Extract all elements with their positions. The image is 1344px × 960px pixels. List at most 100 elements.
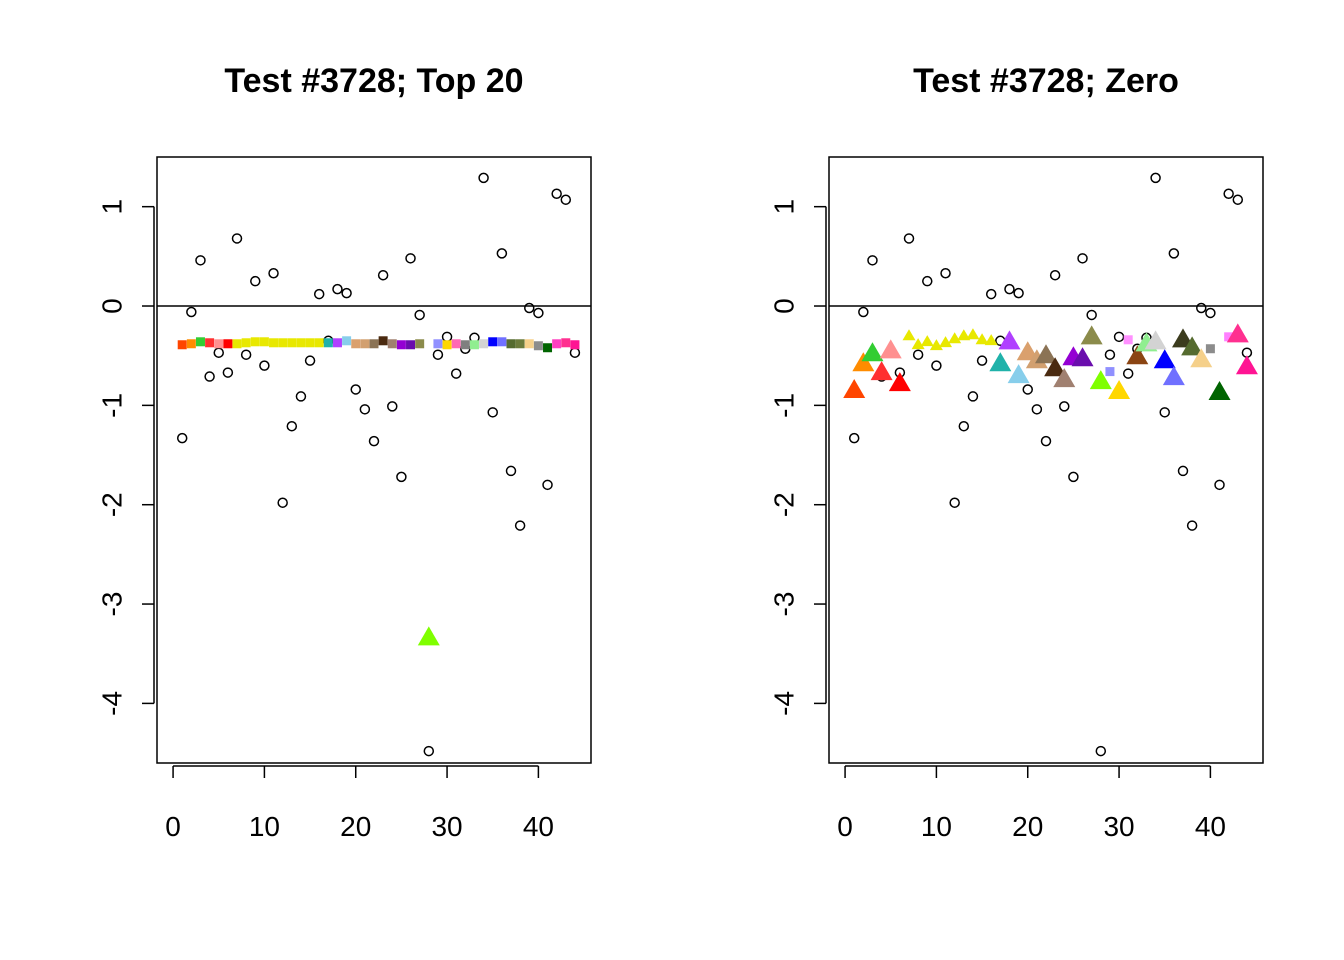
y-tick-label-zero: -4 (769, 691, 800, 716)
y-tick-label-zero: 0 (769, 298, 800, 314)
point-circle (186, 306, 197, 318)
plot-frame-top20 (156, 156, 592, 764)
x-tick-label-top20: 20 (340, 811, 371, 842)
point-circle (1150, 172, 1161, 184)
point-square (387, 339, 397, 349)
point-square (278, 338, 288, 348)
point-square (195, 337, 205, 347)
series-top20-open-circle (176, 172, 581, 757)
point-square (479, 339, 489, 349)
point-circle (1004, 283, 1015, 295)
point-circle (1068, 471, 1079, 483)
series-top20-filled-triangle (417, 626, 440, 646)
x-tick-label-zero: 20 (1012, 811, 1043, 842)
point-square (177, 340, 187, 350)
point-circle (1104, 349, 1116, 360)
point-square (369, 339, 379, 349)
point-square (442, 340, 452, 350)
point-circle (313, 288, 325, 300)
point-circle (1031, 404, 1043, 415)
y-tick-label-zero: 1 (769, 199, 800, 215)
point-square (524, 339, 534, 349)
point-triangle (1235, 355, 1258, 375)
point-circle (560, 194, 572, 205)
point-triangle (1226, 323, 1249, 343)
point-circle (1214, 479, 1225, 491)
point-square (497, 337, 507, 347)
point-circle (922, 275, 933, 287)
point-square (451, 339, 461, 349)
point-circle (1013, 287, 1024, 299)
point-circle (231, 233, 243, 244)
point-circle (222, 367, 234, 378)
point-square (351, 339, 361, 349)
x-tick-label-zero: 30 (1103, 811, 1134, 842)
point-circle (195, 255, 206, 266)
point-triangle (888, 372, 911, 392)
point-circle (359, 404, 371, 415)
point-square (378, 336, 388, 346)
point-square (296, 338, 306, 348)
point-square (332, 338, 342, 348)
point-circle (867, 255, 878, 266)
point-triangle (929, 339, 943, 351)
point-circle (204, 371, 215, 382)
plot-frame-zero (828, 156, 1264, 764)
plot-area-zero: 0 10 20 30 40 -4 -3 -2 -1 0 1 (769, 156, 1264, 842)
point-circle (1159, 407, 1170, 418)
point-circle (1205, 307, 1216, 319)
point-square (186, 339, 196, 349)
point-square (533, 341, 543, 351)
point-square (396, 340, 406, 350)
point-square (460, 340, 470, 350)
chart-title-top20: Test #3728; Top 20 (224, 62, 523, 100)
point-circle (387, 401, 398, 412)
point-square (223, 339, 233, 349)
point-triangle (1071, 347, 1094, 367)
point-circle (1196, 302, 1207, 314)
point-triangle (948, 332, 962, 344)
point-triangle (957, 329, 971, 341)
point-circle (514, 520, 526, 531)
point-triangle (1126, 345, 1149, 365)
panel-top20: Test #3728; Top 20 0 10 20 30 40 -4 -3 -2 -1 0 1 (97, 62, 592, 842)
point-circle (286, 420, 298, 432)
x-tick-label-top20: 30 (431, 811, 462, 842)
point-square (1123, 335, 1133, 345)
point-circle (396, 471, 407, 483)
point-triangle (1035, 344, 1057, 364)
point-triangle (1162, 366, 1185, 386)
chart-title-zero: Test #3728; Zero (913, 62, 1179, 100)
point-triangle (989, 352, 1012, 372)
y-tick-label-zero: -2 (769, 492, 800, 517)
point-circle (1095, 745, 1107, 757)
y-tick-label-top20: -3 (97, 592, 128, 617)
point-circle (985, 288, 997, 300)
y-tick-label-zero: -3 (769, 592, 800, 617)
point-triangle (870, 361, 893, 381)
point-triangle (1144, 330, 1167, 350)
point-square (259, 337, 269, 347)
x-tick-label-zero: 0 (837, 811, 853, 842)
y-tick-label-top20: -2 (97, 492, 128, 517)
point-triangle (998, 330, 1021, 350)
point-circle (259, 360, 270, 371)
x-tick-label-top20: 40 (523, 811, 554, 842)
point-square (287, 338, 297, 348)
point-triangle (920, 335, 934, 347)
y-tick-label-top20: 1 (97, 199, 128, 215)
point-square (360, 339, 370, 349)
series-zero-open-circle (848, 172, 1253, 757)
point-triangle (984, 334, 998, 346)
point-circle (350, 384, 361, 395)
point-square (1205, 344, 1215, 354)
y-tick-label-top20: -4 (97, 691, 128, 716)
point-circle (487, 407, 498, 418)
point-circle (967, 391, 979, 402)
point-square (415, 339, 425, 349)
y-axis-top20: -4 -3 -2 -1 0 1 (97, 199, 155, 716)
point-square (314, 338, 324, 348)
point-square (433, 339, 443, 349)
point-triangle (879, 339, 902, 359)
